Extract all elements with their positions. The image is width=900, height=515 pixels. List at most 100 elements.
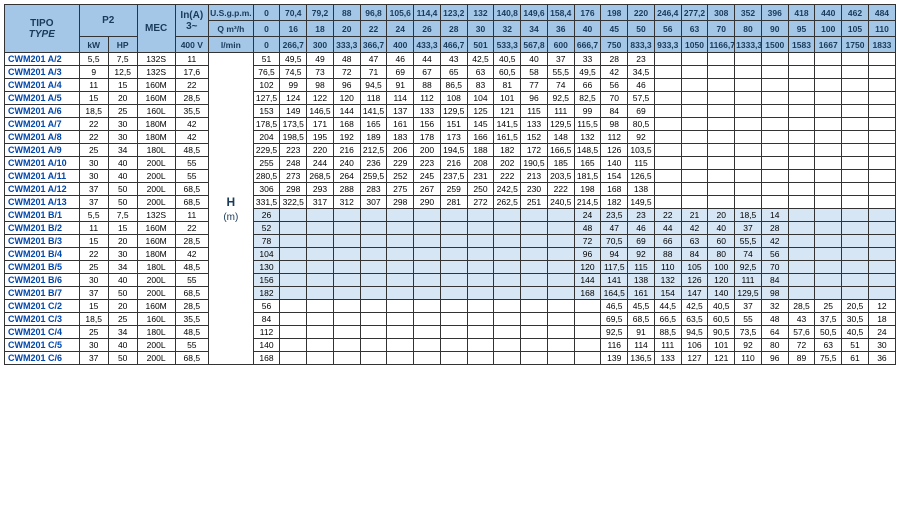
- data-cell: 22: [654, 209, 681, 222]
- hcell: 176: [574, 5, 601, 21]
- data-cell: 70: [601, 92, 628, 105]
- spec-cell: 5,5: [79, 209, 108, 222]
- table-row: CWM201 A/618,525160L35,5153149146,514414…: [5, 105, 896, 118]
- data-cell: [735, 170, 762, 183]
- type-cell: CWM201 B/5: [5, 261, 80, 274]
- spec-cell: 50: [108, 352, 137, 365]
- data-cell: 60,5: [708, 313, 735, 326]
- data-cell: 129,5: [440, 105, 467, 118]
- hcell: 300: [307, 37, 334, 53]
- data-cell: 223: [280, 144, 307, 157]
- hcell: 105,6: [387, 5, 414, 21]
- data-cell: 51: [253, 53, 280, 66]
- data-cell: 275: [387, 183, 414, 196]
- data-cell: [761, 118, 788, 131]
- data-cell: [868, 209, 895, 222]
- data-cell: 96: [521, 92, 548, 105]
- hcell: 396: [761, 5, 788, 21]
- data-cell: 64: [761, 326, 788, 339]
- data-cell: 130: [253, 261, 280, 274]
- hcell: 34: [521, 21, 548, 37]
- data-cell: 49,5: [280, 53, 307, 66]
- data-cell: 40,5: [494, 53, 521, 66]
- data-cell: 112: [601, 131, 628, 144]
- data-cell: 73,5: [735, 326, 762, 339]
- data-cell: 248: [280, 157, 307, 170]
- table-row: CWM201 C/53040200L5514011611411110610192…: [5, 339, 896, 352]
- data-cell: [868, 196, 895, 209]
- type-cell: CWM201 A/3: [5, 66, 80, 79]
- data-cell: 88: [654, 248, 681, 261]
- data-cell: [414, 261, 441, 274]
- data-cell: [842, 274, 869, 287]
- hcell: 63: [681, 21, 708, 37]
- data-cell: 72: [333, 66, 360, 79]
- data-cell: [440, 339, 467, 352]
- data-cell: [681, 170, 708, 183]
- hcell: 24: [387, 21, 414, 37]
- data-cell: [681, 196, 708, 209]
- data-cell: 103,5: [628, 144, 655, 157]
- data-cell: 111: [547, 105, 574, 118]
- data-cell: 110: [735, 352, 762, 365]
- data-cell: [440, 248, 467, 261]
- hcell: 56: [654, 21, 681, 37]
- data-cell: [521, 300, 548, 313]
- data-cell: 57,6: [788, 326, 815, 339]
- table-row: CWM201 A/25,57,5132S11H(m)5149,549484746…: [5, 53, 896, 66]
- data-cell: 141,5: [360, 105, 387, 118]
- data-cell: [788, 222, 815, 235]
- data-cell: 118: [360, 92, 387, 105]
- table-row: CWM201 B/73750200L68,5182168164,51611541…: [5, 287, 896, 300]
- table-row: CWM201 A/41115160M2210299989694,5918886,…: [5, 79, 896, 92]
- data-cell: 70,5: [601, 235, 628, 248]
- spec-cell: 22: [79, 118, 108, 131]
- hcell: 333,3: [333, 37, 360, 53]
- data-cell: [280, 300, 307, 313]
- hcell: 30: [467, 21, 494, 37]
- data-cell: [307, 222, 334, 235]
- hcell: 246,4: [654, 5, 681, 21]
- data-cell: 114: [387, 92, 414, 105]
- spec-cell: 12,5: [108, 66, 137, 79]
- spec-cell: 20: [108, 92, 137, 105]
- data-cell: 151: [440, 118, 467, 131]
- data-cell: 115,5: [574, 118, 601, 131]
- hdr-volt: 400 V: [175, 37, 208, 53]
- data-cell: [788, 235, 815, 248]
- type-cell: CWM201 A/10: [5, 157, 80, 170]
- data-cell: 237,5: [440, 170, 467, 183]
- data-cell: 57,5: [628, 92, 655, 105]
- data-cell: [547, 326, 574, 339]
- data-cell: 208: [467, 157, 494, 170]
- table-row: CWM201 B/42230180M421049694928884807456: [5, 248, 896, 261]
- data-cell: [387, 209, 414, 222]
- data-cell: [521, 352, 548, 365]
- data-cell: [440, 326, 467, 339]
- table-row: CWM201 B/15,57,5132S11262423,52322212018…: [5, 209, 896, 222]
- data-cell: [360, 352, 387, 365]
- data-cell: [815, 222, 842, 235]
- data-cell: 125: [467, 105, 494, 118]
- data-cell: [788, 261, 815, 274]
- data-cell: 140: [708, 287, 735, 300]
- data-cell: 148: [547, 131, 574, 144]
- data-cell: [387, 339, 414, 352]
- data-cell: 127,5: [253, 92, 280, 105]
- data-cell: [387, 235, 414, 248]
- data-cell: 56: [253, 300, 280, 313]
- data-cell: [654, 118, 681, 131]
- data-cell: 46: [387, 53, 414, 66]
- data-cell: [414, 287, 441, 300]
- data-cell: 132: [654, 274, 681, 287]
- data-cell: 108: [440, 92, 467, 105]
- data-cell: 138: [628, 183, 655, 196]
- data-cell: 44: [414, 53, 441, 66]
- data-cell: 63: [467, 66, 494, 79]
- spec-cell: 34: [108, 144, 137, 157]
- data-cell: 40,5: [708, 300, 735, 313]
- hcell: 95: [788, 21, 815, 37]
- data-cell: [547, 287, 574, 300]
- data-cell: [467, 287, 494, 300]
- data-cell: 198: [574, 183, 601, 196]
